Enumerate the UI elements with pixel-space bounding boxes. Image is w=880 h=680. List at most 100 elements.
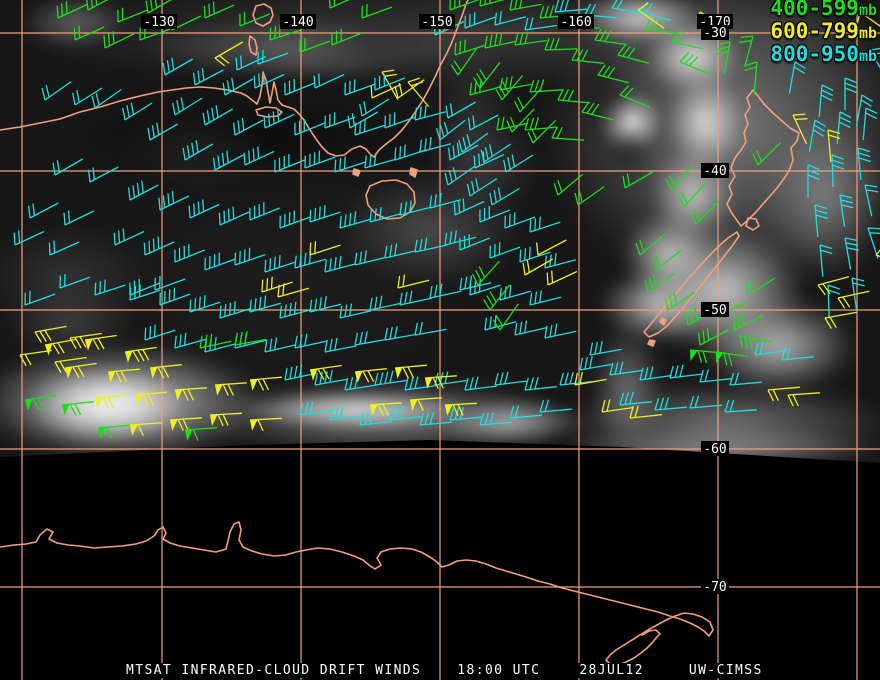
wind-barb bbox=[535, 239, 567, 256]
wind-barb bbox=[87, 166, 119, 183]
wind-barb bbox=[397, 274, 430, 289]
grid-label: -50 bbox=[703, 303, 726, 318]
wind-barb bbox=[414, 237, 447, 253]
wind-barb bbox=[144, 324, 176, 341]
wind-barb bbox=[154, 275, 186, 291]
wind-barb bbox=[414, 105, 447, 121]
wind-barb bbox=[665, 165, 694, 191]
wind-barb-pennant bbox=[45, 343, 53, 356]
wind-barb-pennant bbox=[98, 427, 106, 439]
wind-barb bbox=[689, 395, 722, 409]
caption-title: MTSAT INFRARED-CLOUD DRIFT WINDS bbox=[125, 663, 423, 678]
wind-barb bbox=[677, 182, 706, 208]
wind-barb bbox=[514, 320, 547, 336]
wind-barb bbox=[52, 158, 84, 176]
wind-barb bbox=[27, 202, 59, 219]
wind-barb bbox=[489, 187, 520, 206]
caption-date: 28JUL12 bbox=[578, 663, 645, 678]
wind-barb bbox=[56, 1, 88, 19]
wind-barb bbox=[819, 244, 833, 277]
wind-barb bbox=[147, 122, 179, 141]
wind-barb bbox=[679, 52, 710, 75]
wind-barb bbox=[174, 244, 205, 263]
grid-label: -150 bbox=[421, 15, 452, 30]
wind-barb bbox=[466, 178, 498, 197]
wind-barb bbox=[787, 392, 820, 407]
wind-barb bbox=[384, 243, 417, 259]
wind-barb bbox=[264, 337, 297, 353]
wind-barb bbox=[752, 141, 782, 166]
wind-barb bbox=[539, 399, 572, 413]
wind-barb bbox=[354, 331, 387, 346]
wind-barb bbox=[617, 44, 650, 64]
wind-barb bbox=[464, 12, 496, 29]
wind-barb bbox=[480, 143, 511, 163]
coastline-small-island bbox=[659, 317, 667, 326]
wind-barb bbox=[445, 101, 477, 119]
wind-barb bbox=[435, 119, 466, 141]
wind-barb bbox=[807, 164, 820, 197]
wind-barb bbox=[113, 228, 145, 246]
wind-barb bbox=[324, 337, 357, 353]
wind-barb-pennant bbox=[170, 419, 178, 431]
wind-barb bbox=[234, 247, 266, 266]
wind-barb bbox=[13, 230, 45, 246]
coastline-nz-north-island bbox=[726, 89, 800, 227]
wind-barb bbox=[264, 255, 296, 273]
wind-barb bbox=[309, 205, 341, 223]
wind-barb bbox=[127, 180, 159, 201]
wind-barb bbox=[464, 376, 497, 391]
wind-barb bbox=[671, 31, 704, 50]
wind-barb bbox=[192, 67, 224, 86]
wind-barb bbox=[145, 0, 172, 14]
grid-label: -40 bbox=[703, 164, 726, 179]
wind-barb bbox=[274, 154, 305, 173]
wind-barb bbox=[864, 184, 879, 217]
coastline-banks-peninsula bbox=[745, 217, 760, 231]
wind-barb bbox=[781, 347, 814, 361]
wind-barb bbox=[724, 399, 757, 413]
wind-barb bbox=[594, 28, 627, 46]
wind-barb bbox=[739, 335, 772, 350]
wind-barb bbox=[644, 273, 675, 293]
legend-item-600-799: 600-799mb bbox=[770, 21, 877, 44]
wind-barb bbox=[329, 406, 362, 421]
coastline-lake-torrens bbox=[248, 35, 258, 56]
coastline-king-island bbox=[352, 168, 361, 177]
wind-barb bbox=[344, 79, 376, 96]
wind-barb bbox=[503, 154, 534, 173]
wind-barb bbox=[59, 273, 91, 289]
coastline-flinders-island bbox=[409, 167, 418, 178]
wind-barb bbox=[429, 283, 462, 299]
wind-barb bbox=[529, 79, 562, 93]
wind-barb bbox=[458, 132, 489, 153]
wind-barb bbox=[429, 193, 462, 209]
wind-barb bbox=[294, 118, 325, 136]
wind-barb bbox=[384, 326, 417, 341]
legend-range: 600-799 bbox=[770, 19, 859, 43]
wind-barb-pennant bbox=[690, 350, 698, 362]
wind-barb bbox=[699, 369, 732, 383]
grid-label: -70 bbox=[703, 580, 726, 595]
wind-barb bbox=[524, 376, 557, 391]
wind-barb bbox=[581, 101, 614, 121]
wind-barb bbox=[459, 233, 490, 251]
wind-barb bbox=[19, 349, 52, 367]
wind-barb bbox=[234, 331, 267, 346]
caption-source: UW-CIMSS bbox=[687, 663, 764, 678]
wind-barb bbox=[172, 97, 203, 116]
wind-barb bbox=[384, 112, 416, 129]
wind-barb bbox=[253, 71, 285, 89]
wind-barb bbox=[513, 87, 542, 113]
wind-barb-pennant bbox=[150, 367, 158, 379]
wind-barb bbox=[334, 156, 366, 173]
wind-barb bbox=[824, 311, 857, 329]
wind-barb bbox=[94, 279, 126, 296]
wind-barb bbox=[369, 295, 402, 311]
wind-barb bbox=[589, 341, 622, 356]
wind-barb bbox=[444, 166, 475, 186]
wind-barb bbox=[732, 312, 764, 331]
wind-barb bbox=[473, 151, 505, 169]
wind-barb bbox=[414, 321, 447, 336]
